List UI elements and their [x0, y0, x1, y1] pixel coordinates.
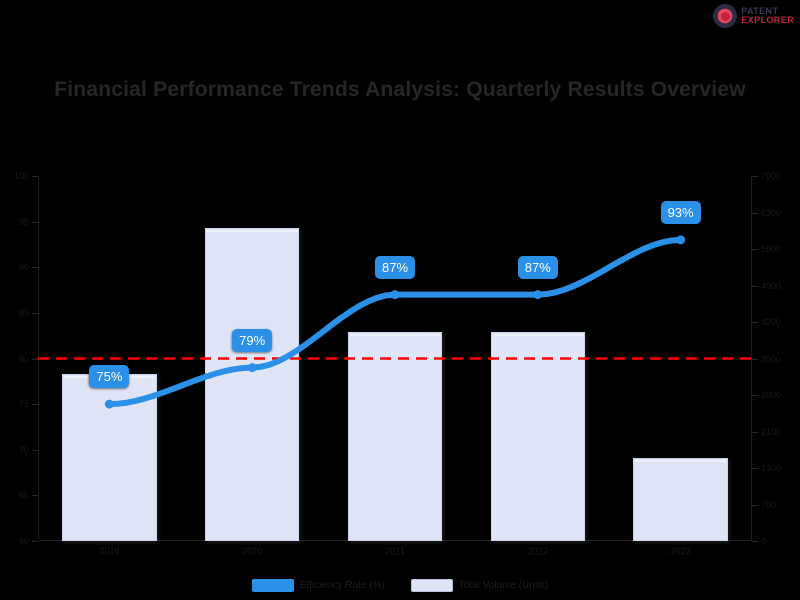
y-tick-label-left: 75 [18, 399, 29, 410]
data-label: 87% [517, 255, 558, 279]
y-tick-label-right: 6300 [761, 207, 782, 218]
data-point[interactable] [104, 399, 114, 409]
data-point[interactable] [533, 290, 543, 300]
y-tick-right [752, 541, 758, 542]
y-tick-label-right: 700 [761, 499, 777, 510]
y-tick-right [752, 468, 758, 469]
plot-area: 60 65 70 75 80 85 90 95 100 0 700 1400 2100 2800 3500… [14, 171, 781, 546]
line-series [38, 235, 752, 409]
bar[interactable] [490, 332, 585, 541]
logo-line-2: EXPLORER [741, 15, 794, 25]
y-tick-left [32, 221, 38, 223]
y-tick-label-left: 60 [18, 536, 29, 546]
y-tick-right [752, 322, 758, 323]
legend-label-bar: Total Volume (Units) [458, 580, 549, 591]
y-tick-right [752, 395, 758, 396]
legend-item-line[interactable]: Efficiency Rate (%) [251, 579, 385, 592]
y-tick-label-right: 5600 [761, 244, 782, 254]
y-tick-right [752, 431, 758, 433]
bar[interactable] [347, 332, 443, 541]
logo-wordmark: PATENT EXPLORER [741, 5, 794, 25]
y-tick-label-right: 4200 [761, 317, 782, 327]
y-tick-right [752, 212, 758, 214]
y-tick-label-left: 65 [18, 490, 29, 501]
legend-swatch-bar [410, 579, 453, 592]
y-tick-label-right: 7000 [761, 171, 782, 181]
x-axis-label: 2019 [99, 546, 120, 556]
data-label: 87% [374, 255, 416, 279]
x-axis-label: 2020 [242, 546, 263, 556]
y-tick-left [32, 404, 38, 406]
y-tick-left [32, 495, 38, 497]
data-label: 93% [660, 200, 701, 224]
y-tick-label-left: 80 [18, 353, 29, 364]
legend-swatch-line [251, 579, 294, 592]
y-tick-label-left: 70 [18, 444, 29, 455]
data-point[interactable] [676, 235, 686, 245]
y-tick-label-right: 2800 [761, 390, 782, 400]
bar[interactable] [205, 228, 300, 541]
y-tick-right [752, 285, 758, 287]
y-tick-label-left: 95 [18, 216, 29, 227]
data-label: 75% [89, 365, 130, 389]
y-tick-label-left: 90 [18, 262, 29, 273]
y-tick-label-right: 4900 [761, 280, 782, 291]
y-tick-left [32, 176, 38, 177]
x-axis-label: 2023 [670, 546, 691, 556]
data-point-markers [104, 235, 686, 409]
y-tick-left [32, 358, 38, 360]
y-tick-label-right: 0 [761, 536, 767, 546]
data-point[interactable] [390, 290, 400, 300]
y-tick-left [32, 312, 38, 314]
logo-line-1: PATENT [741, 5, 779, 16]
data-label: 79% [232, 328, 273, 352]
x-axis-label: 2022 [527, 546, 548, 556]
data-point[interactable] [247, 363, 257, 373]
legend-item-bar[interactable]: Total Volume (Units) [410, 579, 549, 592]
y-tick-label-right: 1400 [761, 463, 782, 473]
y-tick-label-left: 85 [18, 307, 29, 318]
y-tick-right [752, 358, 758, 360]
y-tick-left [32, 541, 38, 542]
legend-label-line: Efficiency Rate (%) [299, 580, 385, 591]
y-tick-right [752, 249, 758, 250]
y-tick-label-left: 100 [13, 171, 29, 181]
chart-title: Financial Performance Trends Analysis: Q… [54, 78, 746, 101]
y-tick-label-right: 2100 [761, 426, 782, 437]
x-axis-label: 2021 [384, 546, 406, 556]
brand-logo: PATENT EXPLORER [713, 4, 794, 28]
y-tick-left [32, 449, 38, 451]
logo-emblem-icon [713, 4, 738, 28]
y-axis-right [751, 176, 752, 541]
y-tick-right [752, 504, 758, 506]
bar[interactable] [633, 457, 728, 541]
y-tick-label-right: 3500 [761, 353, 782, 364]
y-tick-right [752, 176, 758, 177]
y-tick-left [32, 267, 38, 269]
chart-legend: Efficiency Rate (%) Total Volume (Units) [0, 579, 800, 592]
